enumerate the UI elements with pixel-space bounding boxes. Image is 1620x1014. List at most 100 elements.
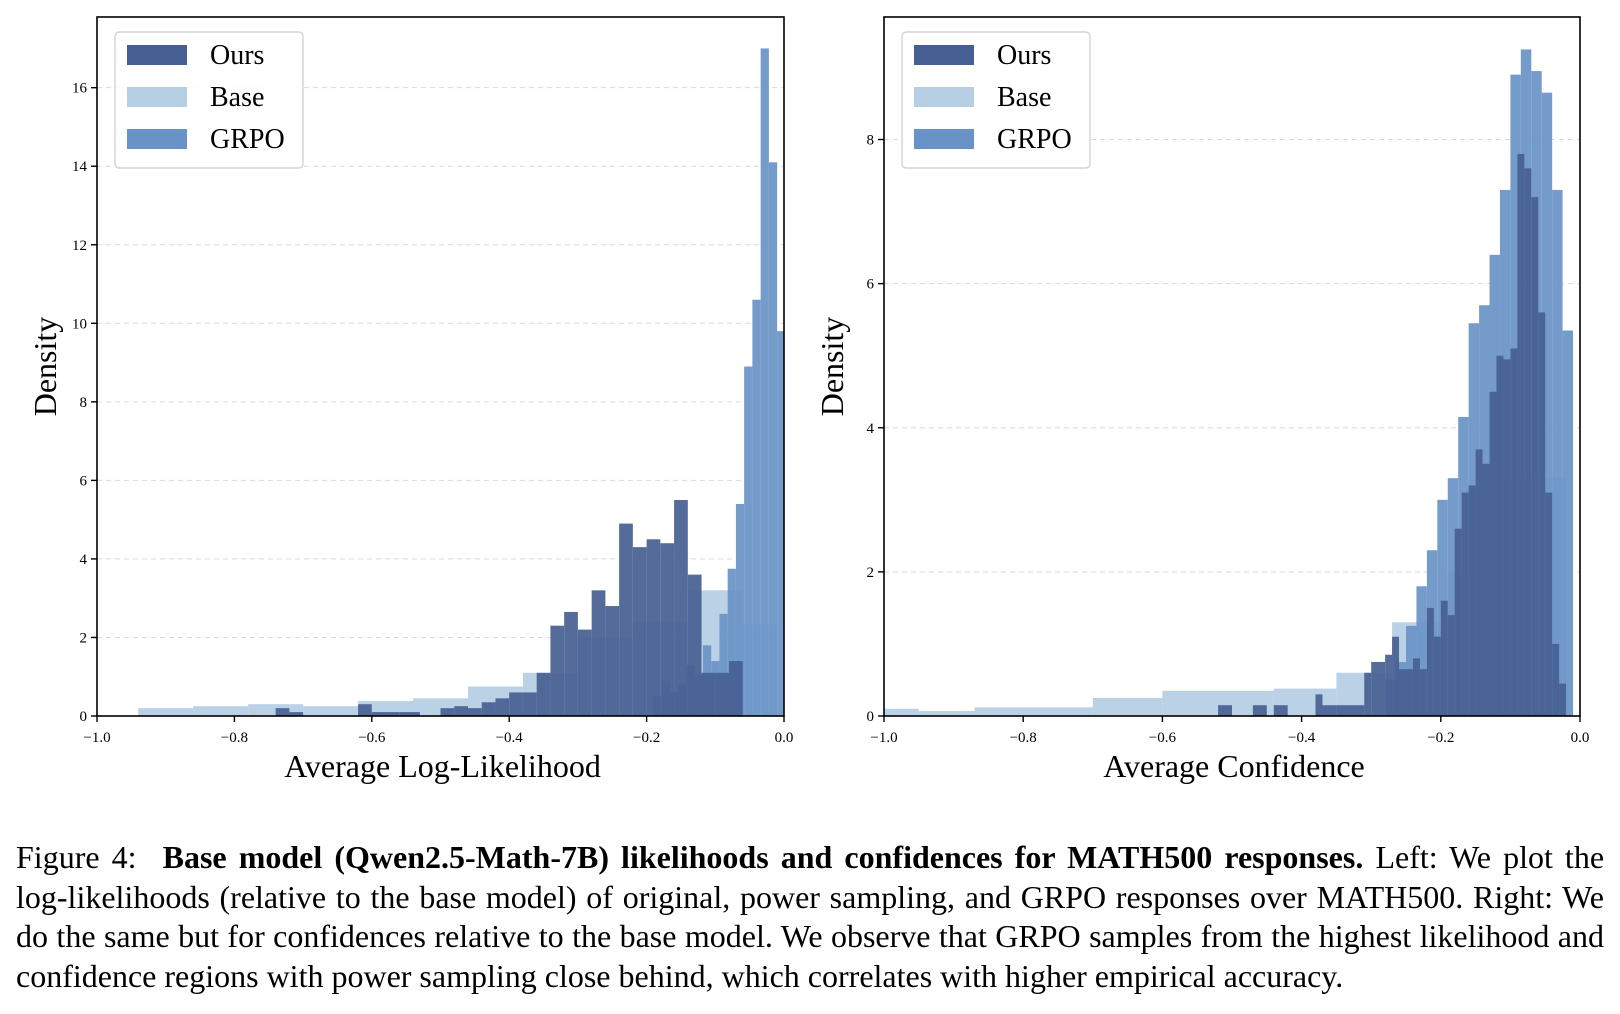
y-tick-label: 4	[867, 421, 875, 437]
legend-swatch-grpo	[127, 129, 187, 149]
histogram-bar	[687, 574, 702, 716]
histogram-bar	[1273, 705, 1288, 716]
legend-label-ours: Ours	[997, 40, 1051, 71]
y-axis-title: Density	[814, 317, 850, 417]
histogram-bar	[768, 162, 778, 717]
legend-swatch-base	[127, 87, 187, 107]
histogram-bar	[467, 708, 482, 716]
figure-caption: Figure 4: Base model (Qwen2.5-Math-7B) l…	[16, 838, 1604, 996]
histogram-bar	[495, 698, 510, 716]
legend-label-base: Base	[210, 82, 264, 113]
y-tick-label: 16	[72, 81, 88, 97]
histogram-bar	[1392, 636, 1400, 716]
histogram-bar	[1517, 153, 1525, 716]
histogram-bar	[701, 672, 716, 716]
y-tick-label: 14	[72, 159, 88, 175]
histogram-bar	[1092, 697, 1163, 716]
histogram-bar	[536, 672, 551, 716]
caption-bold-title: Base model (Qwen2.5-Math-7B) likelihoods…	[162, 839, 1364, 875]
histogram-bar	[1559, 683, 1567, 716]
caption-body: Left: We plot the log-likelihoods (relat…	[16, 839, 1605, 994]
histogram-bar	[1364, 672, 1372, 716]
histogram-bar	[752, 299, 761, 716]
histogram-bar	[1252, 705, 1267, 716]
histogram-bar	[632, 547, 647, 716]
y-tick-label: 6	[867, 277, 875, 293]
histogram-bar	[522, 692, 537, 716]
histogram-bar	[591, 590, 606, 716]
y-tick-label: 4	[80, 552, 88, 568]
histogram-bar	[974, 707, 1093, 716]
chart-panel-1: −1.0 −0.8 −0.6 −0.4 −0.2 0.0 0 2 4 6 8 Average Conf…	[814, 16, 1590, 784]
x-tick-label: −1.0	[83, 730, 110, 746]
x-tick-label: −0.6	[1149, 730, 1177, 746]
histogram-bar	[1468, 485, 1476, 716]
histogram-bar	[1552, 189, 1563, 716]
histogram-bar	[735, 503, 745, 716]
x-tick-label: 0.0	[775, 730, 794, 746]
histogram-bar	[777, 331, 784, 716]
x-tick-label: −0.6	[358, 730, 386, 746]
histogram-bar	[193, 706, 249, 716]
legend-label-grpo: GRPO	[997, 124, 1072, 155]
histogram-bar	[481, 702, 496, 716]
series-ours	[1218, 153, 1567, 716]
histogram-bar	[1419, 669, 1427, 716]
x-tick-label: −1.0	[870, 730, 897, 746]
y-tick-label: 0	[867, 709, 875, 725]
x-tick-label: −0.4	[496, 730, 524, 746]
legend-swatch-base	[914, 87, 974, 107]
histogram-bar	[1218, 705, 1232, 716]
histogram-bar	[744, 366, 753, 716]
histogram-bar	[577, 629, 592, 716]
y-axis-title: Density	[27, 317, 63, 417]
x-tick-label: −0.8	[1010, 730, 1037, 746]
histogram-bar	[605, 606, 620, 716]
histogram-bar	[550, 625, 565, 716]
legend-label-base: Base	[997, 82, 1051, 113]
histogram-bar	[1562, 330, 1574, 716]
histogram-bar	[1489, 391, 1497, 716]
histogram-bar	[1531, 197, 1539, 716]
histogram-bar	[1475, 449, 1483, 716]
legend-swatch-ours	[127, 45, 187, 65]
histogram-bar	[275, 708, 290, 716]
histogram-bar	[289, 712, 304, 716]
histogram-bar	[564, 611, 578, 716]
legend-label-grpo: GRPO	[210, 124, 285, 155]
plot-frame	[883, 16, 1581, 717]
histogram-bar	[729, 661, 743, 716]
x-axis-title: Average Log-Likelihood	[284, 748, 601, 784]
histogram-bar	[371, 712, 386, 716]
x-tick-label: −0.2	[633, 730, 660, 746]
histogram-bar	[1426, 607, 1434, 716]
histogram-bar	[1412, 658, 1420, 716]
histogram-bar	[1496, 355, 1504, 716]
y-tick-label: 12	[72, 238, 87, 254]
x-tick-label: −0.4	[1288, 730, 1316, 746]
histogram-bar	[1503, 359, 1511, 716]
plot-frame	[96, 16, 785, 717]
histogram-bar	[1447, 478, 1459, 716]
histogram-bar	[1447, 615, 1455, 716]
histogram-bar	[440, 708, 455, 716]
histogram-bar	[1385, 654, 1393, 716]
histogram-bar	[1322, 705, 1337, 716]
histogram-bar	[1336, 705, 1365, 716]
histogram-bar	[385, 712, 400, 716]
chart-panel-0: −1.0 −0.8 −0.6 −0.4 −0.2 0.0 0 2 4 6 8 10 12 14 16 Aver…	[27, 16, 794, 784]
histogram-bar	[1416, 586, 1427, 716]
histogram-bar	[1399, 669, 1413, 716]
histogram-bar	[399, 712, 420, 716]
histogram-bar	[1461, 492, 1469, 716]
figure: −1.0 −0.8 −0.6 −0.4 −0.2 0.0 0 2 4 6 8 10 12 14 16 Aver…	[27, 16, 1590, 784]
y-tick-label: 8	[80, 395, 88, 411]
histogram-bar	[1552, 643, 1560, 716]
histogram-bar	[660, 543, 675, 716]
histogram-bar	[509, 692, 523, 716]
histogram-bar	[1510, 348, 1518, 716]
x-tick-label: 0.0	[1571, 730, 1590, 746]
histogram-bar	[646, 539, 661, 716]
histogram-bar	[1524, 168, 1532, 716]
histogram-bar	[918, 710, 975, 716]
